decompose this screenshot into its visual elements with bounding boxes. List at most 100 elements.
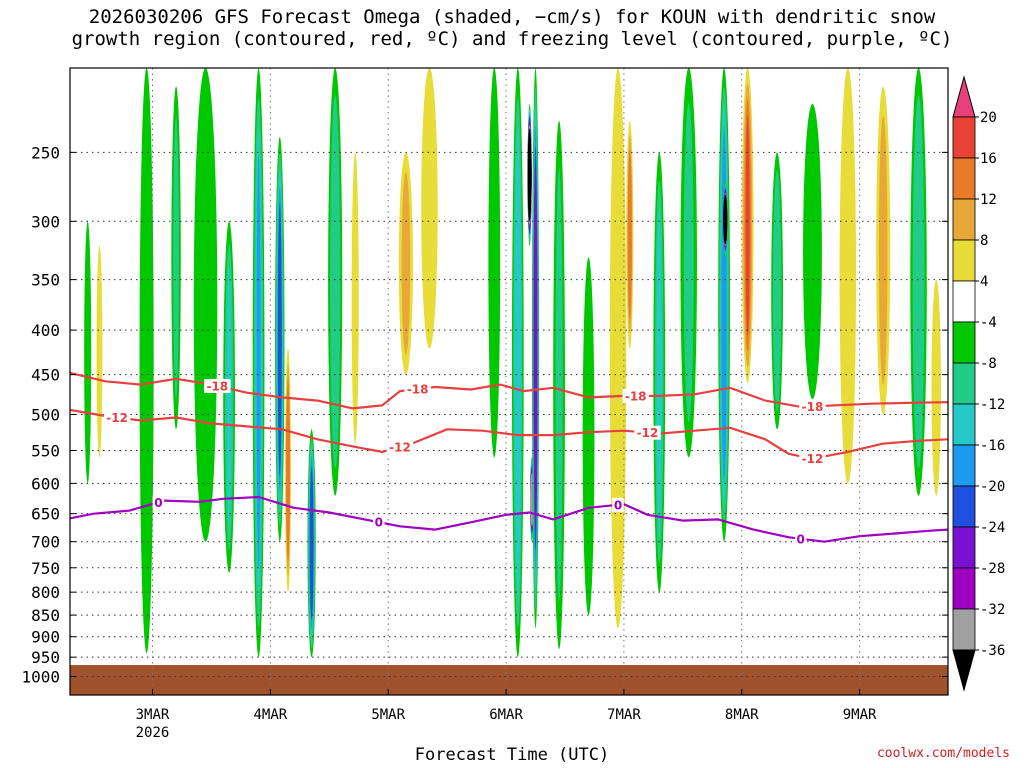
contour-label-bg--12-0 [103, 410, 131, 425]
y-tick-label-900: 900 [31, 628, 60, 647]
colorbar-label-5: -4 [980, 315, 997, 331]
omega-band-4-1 [198, 110, 213, 500]
omega-feature-23 [626, 120, 634, 349]
x-tick-label-7MAR: 7MAR [607, 707, 641, 723]
credit-text: coolwx.com/models [876, 746, 1010, 761]
contour-line-0 [69, 495, 949, 543]
contour-label-bg--12-1 [386, 439, 414, 454]
omega-feature-17 [527, 104, 532, 246]
omega-feature-2 [139, 68, 154, 654]
contour-label--12-0: -12 [106, 411, 128, 425]
omega-feature-16 [511, 68, 524, 658]
contour-label-bg--12-3 [799, 451, 826, 466]
y-tick-label-700: 700 [31, 533, 60, 552]
omega-feature-25 [680, 68, 697, 458]
contour-label--18-3: -18 [802, 400, 824, 414]
omega-band-20-1 [555, 168, 563, 602]
colorbar-label-1: 16 [980, 151, 997, 167]
contour-label-0-1: 0 [375, 516, 383, 530]
contour-label-bg-0-1 [373, 515, 385, 530]
contour-layer: -18 -18 -18 -18 -12 -12 -12 -12 0 0 0 0 [69, 371, 949, 546]
colorbar-label-13: -36 [980, 643, 1005, 659]
colorbar-label-8: -16 [980, 438, 1005, 454]
x-tick-label-3MAR: 3MAR [136, 707, 170, 723]
omega-band-11-2 [332, 123, 339, 441]
contour-label-0-2: 0 [614, 498, 622, 512]
contour-label--12-1: -12 [389, 440, 411, 454]
contour-label--12-2: -12 [637, 426, 659, 440]
contour-label-bg--18-0 [204, 378, 231, 393]
colorbar-label-6: -8 [980, 356, 997, 372]
omega-feature-34 [931, 279, 941, 496]
omega-band-22-0 [609, 68, 627, 629]
colorbar-label-7: -12 [980, 397, 1005, 413]
colorbar-label-2: 12 [980, 192, 997, 208]
omega-feature-4 [193, 68, 218, 542]
omega-band-9-2 [286, 379, 291, 561]
y-tick-label-400: 400 [31, 321, 60, 340]
omega-band-3-1 [173, 117, 179, 399]
chart-title: 2026030206 GFS Forecast Omega (shaded, −… [0, 6, 1024, 50]
contour-label-bg-0-3 [794, 531, 807, 546]
y-tick-label-450: 450 [31, 366, 60, 385]
x-tick-sublabel-3MAR: 2026 [136, 725, 170, 741]
omega-band-2-1 [142, 120, 151, 601]
contour-label-bg--18-3 [799, 399, 826, 414]
colorbar-bin-10 [952, 485, 976, 528]
y-axis: 250 300 350 400 450 500 550 600 650 700 750 800 850 9… [21, 143, 948, 687]
omega-band-16-3 [515, 156, 520, 569]
omega-feature-10 [307, 429, 316, 658]
omega-band-13-1 [401, 172, 411, 355]
y-tick-label-950: 950 [31, 648, 60, 667]
contour-label--18-2: -18 [625, 389, 647, 403]
omega-feature-32 [876, 86, 891, 415]
ground-fill [70, 665, 948, 695]
contour-label-bg-0-0 [152, 495, 165, 510]
omega-band-17-9 [527, 131, 532, 219]
colorbar-bin-7 [952, 362, 976, 405]
contour-label-0-3: 0 [797, 532, 805, 546]
omega-feature-5 [223, 221, 235, 573]
x-axis: 3MAR 2026 4MAR 5MAR 6MAR 7MAR 8MAR 9MAR [136, 689, 877, 741]
colorbar-bin-5 [952, 280, 976, 323]
chart-title-line-1: 2026030206 GFS Forecast Omega (shaded, −… [88, 6, 936, 28]
omega-band-21-1 [585, 289, 593, 583]
omega-band-5-2 [226, 266, 232, 528]
colorbar-label-9: -20 [980, 479, 1005, 495]
colorbar-bin-9 [952, 444, 976, 487]
x-tick-label-4MAR: 4MAR [253, 707, 287, 723]
omega-feature-3 [171, 86, 181, 430]
omega-feature-9 [285, 348, 291, 593]
colorbar-bin-4 [952, 239, 976, 282]
omega-band-34-1 [933, 299, 940, 477]
x-tick-label-9MAR: 9MAR [843, 707, 877, 723]
colorbar-bin-8 [952, 403, 976, 446]
colorbar-label-3: 8 [980, 233, 988, 249]
omega-band-15-1 [490, 103, 498, 423]
omega-band-27-9 [723, 196, 728, 243]
colorbar: 20 16 12 8 4 -4 -8 -12 -16 -20 -24 -28 -32 -36 [952, 75, 1005, 692]
colorbar-bin-12 [952, 567, 976, 610]
contour-label-bg--18-2 [622, 388, 649, 403]
y-tick-label-600: 600 [31, 474, 60, 493]
omega-band-19-5 [533, 164, 538, 532]
omega-band-0-0 [84, 221, 92, 484]
omega-band-10-4 [309, 466, 314, 620]
ground-layer [70, 665, 948, 695]
omega-band-12-0 [351, 152, 359, 444]
omega-band-29-2 [774, 187, 780, 394]
colorbar-bottom-arrow [952, 649, 976, 692]
omega-feature-28 [741, 68, 754, 383]
y-tick-label-250: 250 [31, 143, 60, 162]
colorbar-top-arrow [952, 75, 976, 118]
omega-feature-20 [553, 120, 565, 650]
omega-band-30-1 [806, 130, 819, 373]
omega-feature-12 [351, 152, 359, 444]
omega-feature-15 [488, 68, 501, 458]
omega-feature-33 [910, 68, 927, 496]
omega-feature-31 [839, 68, 857, 484]
y-tick-label-750: 750 [31, 559, 60, 578]
x-tick-label-8MAR: 8MAR [725, 707, 759, 723]
contour-label-bg-0-2 [612, 497, 624, 512]
